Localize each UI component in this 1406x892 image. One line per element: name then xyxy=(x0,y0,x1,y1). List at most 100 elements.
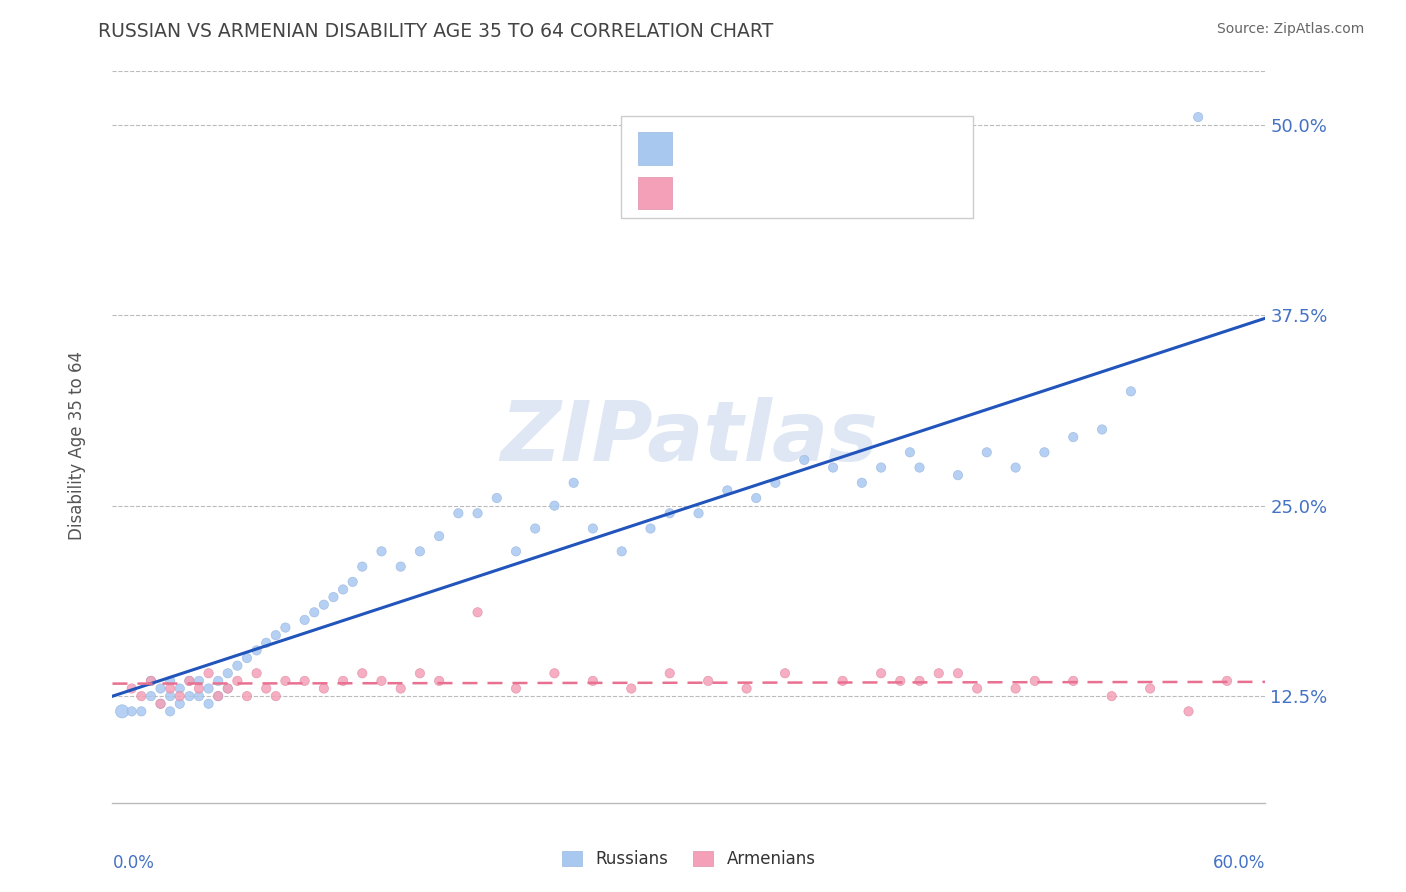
Point xyxy=(1033,445,1056,459)
Point xyxy=(447,506,470,520)
Point xyxy=(188,681,211,696)
Point xyxy=(294,673,316,688)
Point xyxy=(179,673,201,688)
Point xyxy=(217,681,239,696)
Point xyxy=(1062,673,1084,688)
Point xyxy=(352,559,374,574)
Point xyxy=(1216,673,1239,688)
Point xyxy=(159,689,181,703)
Point xyxy=(1004,681,1026,696)
Point xyxy=(582,673,605,688)
Text: 68: 68 xyxy=(894,139,920,158)
Point xyxy=(908,460,931,475)
Point xyxy=(688,506,710,520)
Point xyxy=(716,483,738,498)
Point xyxy=(946,468,969,483)
Text: 60.0%: 60.0% xyxy=(1213,854,1265,872)
Point xyxy=(188,673,211,688)
Point xyxy=(976,445,998,459)
Text: 48: 48 xyxy=(894,184,920,202)
Point xyxy=(139,673,162,688)
Point xyxy=(1004,460,1026,475)
Point xyxy=(207,689,229,703)
Point xyxy=(467,605,489,619)
Point xyxy=(121,681,143,696)
Point xyxy=(831,673,853,688)
Point xyxy=(658,666,681,681)
Text: R =: R = xyxy=(685,139,724,158)
Point xyxy=(658,506,681,520)
Point xyxy=(821,460,844,475)
Point xyxy=(851,475,873,490)
Point xyxy=(543,499,565,513)
Point xyxy=(207,673,229,688)
Point xyxy=(188,689,211,703)
Point xyxy=(246,643,269,657)
Point xyxy=(294,613,316,627)
Point xyxy=(159,705,181,719)
Point xyxy=(129,705,153,719)
Point xyxy=(389,681,412,696)
Point xyxy=(1024,673,1046,688)
Text: N =: N = xyxy=(844,139,884,158)
Point xyxy=(254,681,277,696)
Point xyxy=(159,681,181,696)
Point xyxy=(1177,705,1199,719)
Point xyxy=(370,673,392,688)
Point xyxy=(207,689,229,703)
Point xyxy=(274,621,297,635)
Point xyxy=(197,681,219,696)
Point xyxy=(169,681,191,696)
Text: 0.0%: 0.0% xyxy=(112,854,155,872)
Point xyxy=(697,673,720,688)
Point xyxy=(427,529,450,543)
Point xyxy=(254,636,277,650)
Point xyxy=(264,628,287,642)
Point xyxy=(409,544,432,558)
Point xyxy=(505,544,527,558)
Point xyxy=(342,574,364,589)
Point xyxy=(870,460,893,475)
Point xyxy=(1139,681,1161,696)
Text: RUSSIAN VS ARMENIAN DISABILITY AGE 35 TO 64 CORRELATION CHART: RUSSIAN VS ARMENIAN DISABILITY AGE 35 TO… xyxy=(98,22,773,41)
Point xyxy=(610,544,633,558)
Point xyxy=(139,689,162,703)
Point xyxy=(217,681,239,696)
Point xyxy=(169,697,191,711)
Point xyxy=(928,666,950,681)
Point xyxy=(121,705,143,719)
Point xyxy=(352,666,374,681)
Point xyxy=(582,521,605,535)
Point xyxy=(793,453,815,467)
Point xyxy=(111,705,134,719)
Legend: Russians, Armenians: Russians, Armenians xyxy=(555,844,823,875)
Point xyxy=(264,689,287,703)
Point xyxy=(332,673,354,688)
Point xyxy=(139,673,162,688)
Point xyxy=(1062,430,1084,444)
Point xyxy=(226,673,249,688)
Point xyxy=(946,666,969,681)
Point xyxy=(179,673,201,688)
Point xyxy=(562,475,585,490)
Point xyxy=(226,658,249,673)
Point xyxy=(389,559,412,574)
Point xyxy=(765,475,787,490)
Point xyxy=(505,681,527,696)
Point xyxy=(149,697,172,711)
Point xyxy=(304,605,326,619)
Point xyxy=(409,666,432,681)
Point xyxy=(312,598,335,612)
Point xyxy=(197,697,219,711)
Text: Source: ZipAtlas.com: Source: ZipAtlas.com xyxy=(1216,22,1364,37)
Point xyxy=(1119,384,1142,399)
Point xyxy=(197,666,219,681)
Point xyxy=(322,590,344,604)
Point xyxy=(908,673,931,688)
Point xyxy=(870,666,893,681)
Point xyxy=(179,689,201,703)
Point xyxy=(1187,110,1209,124)
Point xyxy=(312,681,335,696)
Text: -0.059: -0.059 xyxy=(733,184,797,202)
Point xyxy=(898,445,921,459)
